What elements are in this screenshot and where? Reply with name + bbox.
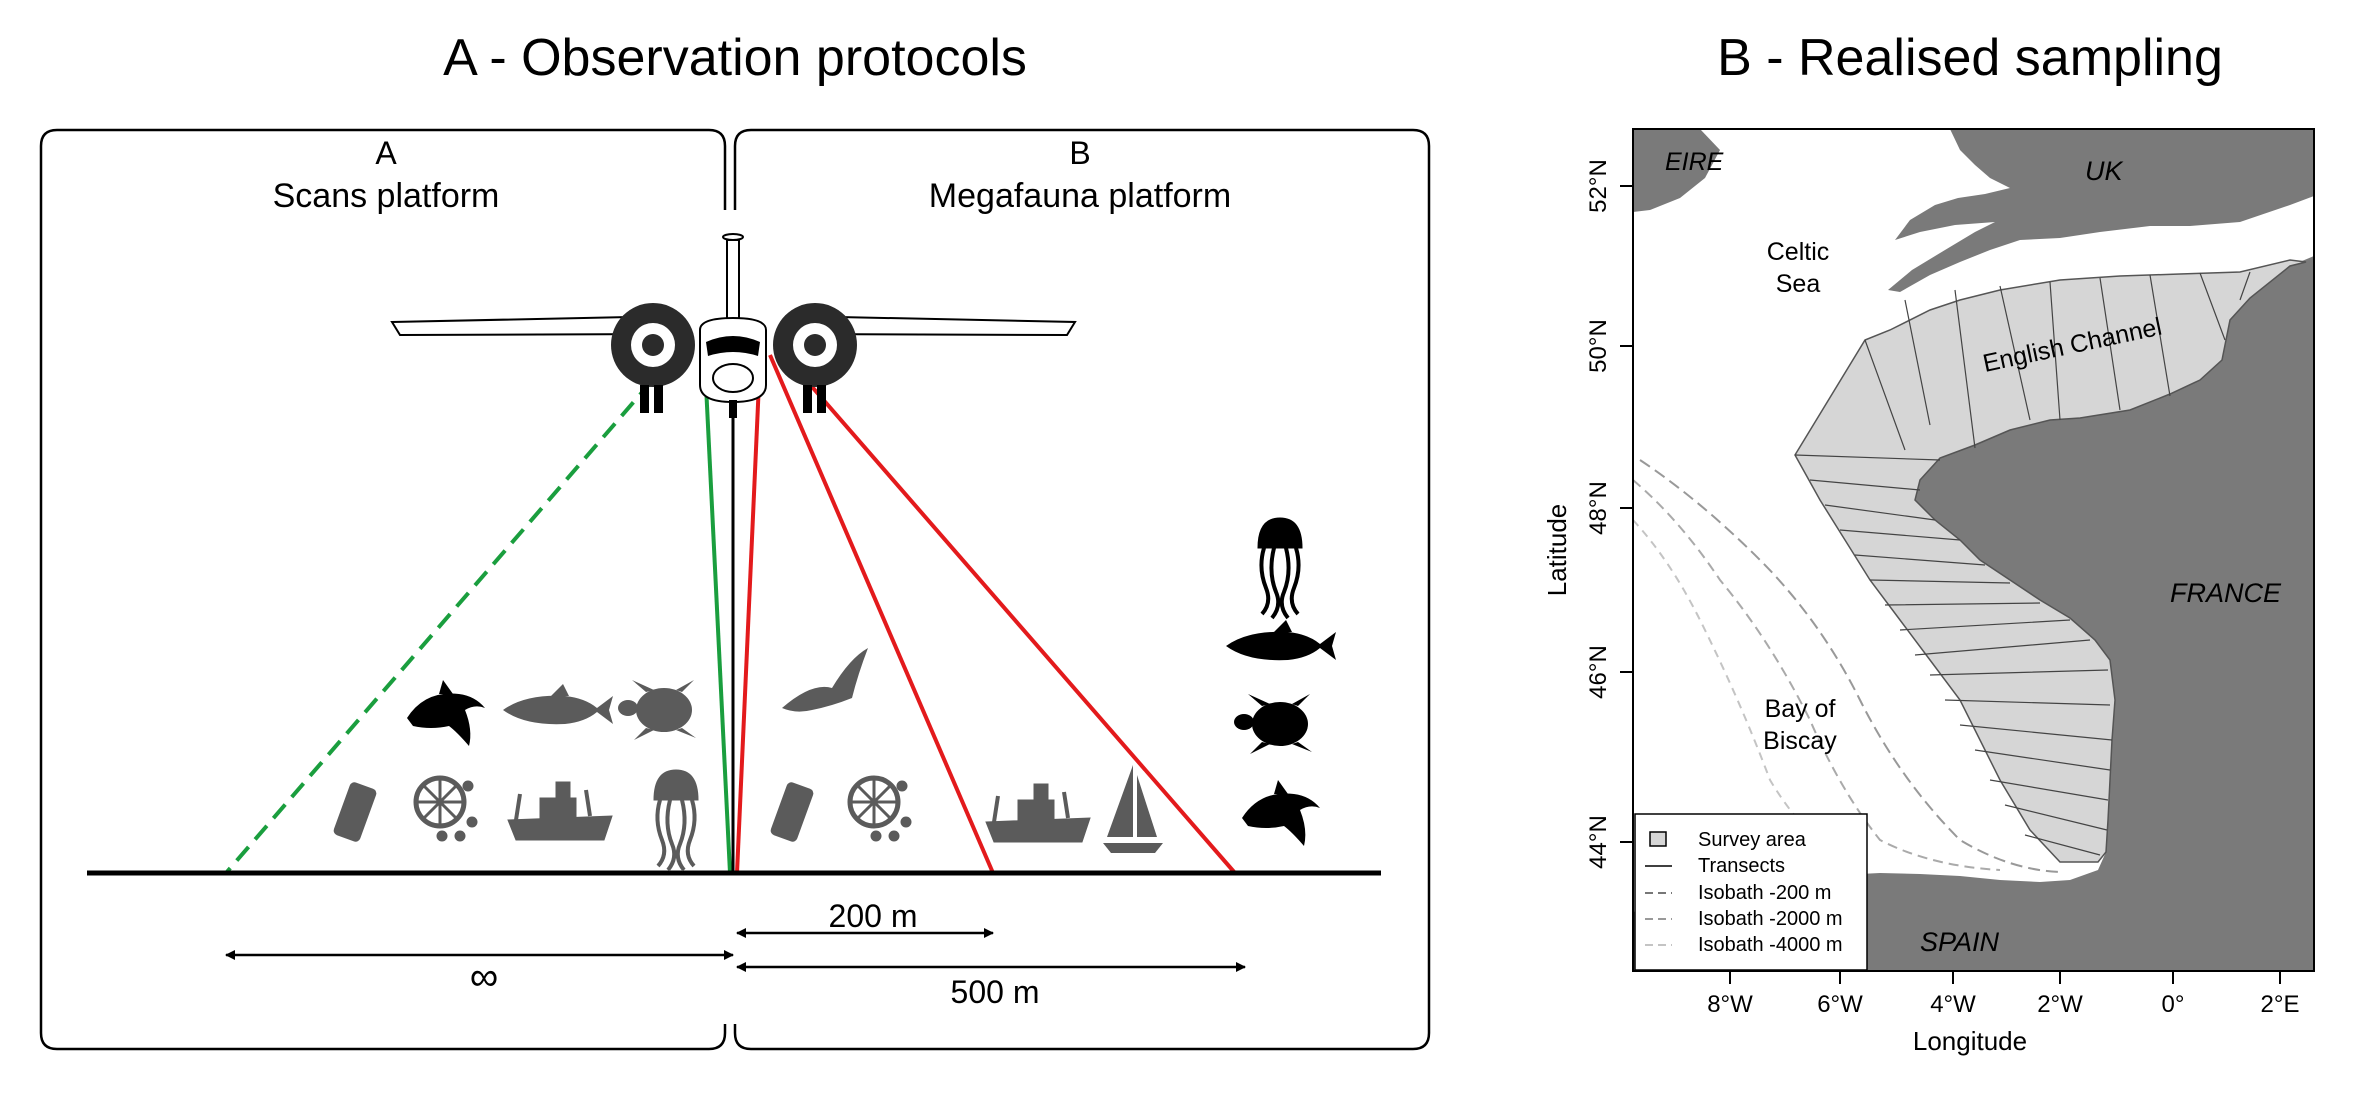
megafauna-line-200 xyxy=(768,354,995,874)
megafauna-line-near xyxy=(735,359,762,874)
lon-tick-0: 0° xyxy=(2162,991,2185,1018)
turtle-icon xyxy=(618,680,696,740)
map-legend: Survey area Transects Isobath -200 m Iso… xyxy=(1634,813,1868,971)
label-france: FRANCE xyxy=(2170,578,2282,608)
scans-sight-line-wide xyxy=(224,358,672,875)
lon-tick-8w: 8°W xyxy=(1707,991,1753,1018)
megafauna-platform-box xyxy=(733,128,1431,1051)
trawler-icon xyxy=(984,782,1092,844)
land-france xyxy=(1633,256,2314,971)
megafauna-line-500 xyxy=(778,348,1237,875)
megafauna-platform-label: Megafauna platform xyxy=(929,177,1231,215)
lon-tick-2w: 2°W xyxy=(2037,991,2083,1018)
can-icon xyxy=(769,780,815,844)
label-uk: UK xyxy=(2085,156,2123,186)
megafauna-platform-letter: B xyxy=(1069,135,1090,171)
turtle-icon xyxy=(1234,694,1312,754)
scans-platform-label: Scans platform xyxy=(273,177,500,215)
legend-iso200-label: Isobath -200 m xyxy=(1698,882,1831,904)
label-spain: SPAIN xyxy=(1920,927,2000,957)
tuna-icon xyxy=(503,684,613,725)
isobath-2000 xyxy=(1632,479,2001,871)
label-eire: EIRE xyxy=(1665,148,1724,176)
lat-tick-48: 48°N xyxy=(1585,481,1612,535)
land-uk xyxy=(1888,129,2314,292)
survey-area xyxy=(1794,259,2307,863)
scans-platform-letter: A xyxy=(375,135,397,171)
scans-platform-box xyxy=(39,128,727,1051)
left-species-icons xyxy=(332,680,700,872)
label-bay-of-biscay-1: Bay of xyxy=(1765,695,1836,723)
seabird-icon xyxy=(782,648,868,712)
transects xyxy=(1794,271,2251,856)
scans-sight-line-near xyxy=(703,364,732,874)
aircraft-icon xyxy=(390,233,1077,418)
net-icon xyxy=(416,778,477,841)
right-species-icons xyxy=(769,516,1336,853)
map: EIRE UK FRANCE SPAIN Celtic Sea English … xyxy=(1632,128,2315,972)
legend-iso2000-label: Isobath -2000 m xyxy=(1698,908,1843,930)
lon-tick-4w: 4°W xyxy=(1930,991,1976,1018)
lon-axis xyxy=(1729,971,2281,984)
lat-axis xyxy=(1620,185,1633,843)
lat-tick-52: 52°N xyxy=(1585,159,1612,213)
trawler-icon xyxy=(506,780,614,842)
panel-b-title: B - Realised sampling xyxy=(1717,29,2223,87)
land-ireland xyxy=(1633,129,1720,212)
legend-survey-swatch xyxy=(1649,831,1667,847)
panel-a-title: A - Observation protocols xyxy=(443,29,1027,87)
legend-survey-label: Survey area xyxy=(1698,829,1807,851)
net-icon xyxy=(850,778,911,841)
label-500m: 500 m xyxy=(951,974,1040,1010)
jellyfish-icon xyxy=(652,768,700,872)
lon-tick-6w: 6°W xyxy=(1817,991,1863,1018)
label-celtic-sea-2: Sea xyxy=(1776,270,1821,298)
can-icon xyxy=(332,780,378,844)
label-bay-of-biscay-2: Biscay xyxy=(1763,727,1837,755)
infinity-label: ∞ xyxy=(470,955,499,999)
sight-lines xyxy=(224,348,1237,875)
dolphin-icon xyxy=(407,680,485,746)
lat-tick-46: 46°N xyxy=(1585,645,1612,699)
y-axis-label: Latitude xyxy=(1542,504,1572,597)
lon-tick-2e: 2°E xyxy=(2261,991,2300,1018)
jellyfish-icon xyxy=(1256,516,1304,620)
dolphin-icon xyxy=(1242,780,1320,846)
label-celtic-sea-1: Celtic xyxy=(1767,238,1830,266)
tuna-icon xyxy=(1226,620,1336,661)
isobath-200 xyxy=(1639,459,2061,873)
legend-iso4000-label: Isobath -4000 m xyxy=(1698,934,1843,956)
lat-tick-44: 44°N xyxy=(1585,815,1612,869)
legend-transects-label: Transects xyxy=(1698,855,1785,877)
x-axis-label: Longitude xyxy=(1913,1026,2027,1056)
label-200m: 200 m xyxy=(829,898,918,934)
isobath-4000 xyxy=(1632,519,1841,861)
lat-tick-50: 50°N xyxy=(1585,319,1612,373)
